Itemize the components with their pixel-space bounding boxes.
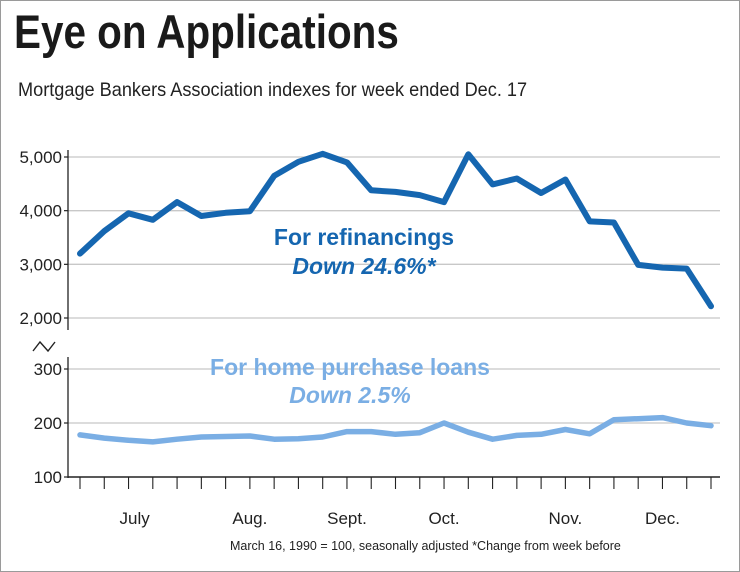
y-tick-label: 300 — [34, 360, 62, 379]
chart-subtitle: Mortgage Bankers Association indexes for… — [18, 79, 528, 101]
y-tick-label: 5,000 — [19, 148, 62, 167]
footnote: March 16, 1990 = 100, seasonally adjuste… — [230, 539, 621, 553]
y-tick-label: 200 — [34, 414, 62, 433]
axes — [32, 150, 720, 489]
x-tick-label: July — [119, 509, 150, 528]
chart-title: Eye on Applications — [14, 5, 399, 58]
purchase-change-label: Down 2.5% — [289, 382, 410, 408]
tick-labels: 2,000 3,000 4,000 5,000 100 200 300 July Aug. Sep… — [19, 148, 679, 528]
purchase-line — [77, 414, 714, 445]
y-tick-label: 4,000 — [19, 202, 62, 221]
x-tick-label: Dec. — [645, 509, 680, 528]
y-tick-label: 2,000 — [19, 309, 62, 328]
gridlines — [64, 156, 720, 478]
y-tick-label: 3,000 — [19, 255, 62, 274]
axis-break-mark — [32, 340, 56, 353]
x-tick-label: Aug. — [232, 509, 267, 528]
refinance-series-label: For refinancings — [274, 224, 454, 250]
x-tick-label: Sept. — [327, 509, 367, 528]
x-tick-label: Nov. — [549, 509, 583, 528]
refinance-change-label: Down 24.6%* — [292, 253, 436, 279]
x-tick-label: Oct. — [428, 509, 459, 528]
purchase-series-label: For home purchase loans — [210, 354, 490, 380]
y-tick-label: 100 — [34, 468, 62, 487]
series-lines — [77, 150, 714, 445]
